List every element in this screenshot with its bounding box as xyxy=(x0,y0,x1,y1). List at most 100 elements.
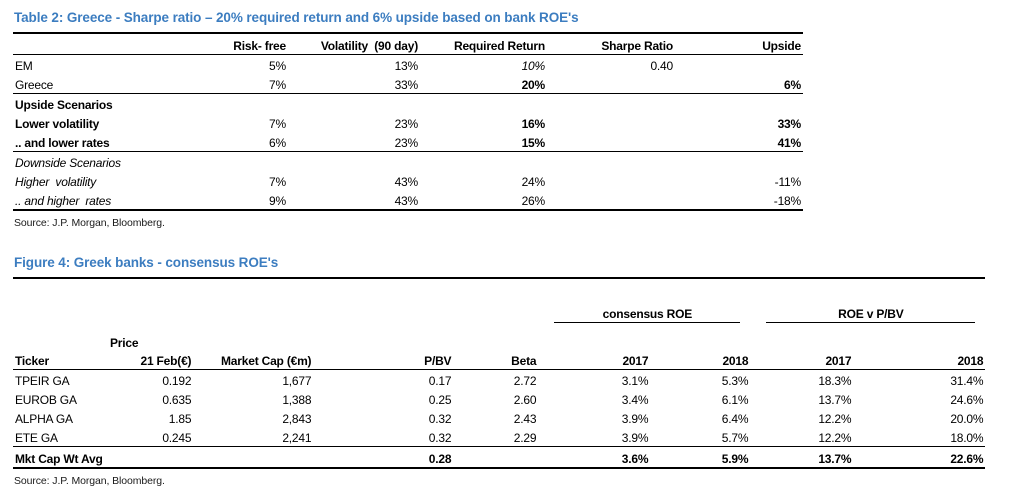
header-cell-risk-free: Risk- free xyxy=(163,32,288,55)
row-label: EM xyxy=(15,59,33,73)
table-cell: 23% xyxy=(288,132,420,152)
table-cell: 2.60 xyxy=(513,393,537,407)
table-row-downside-scenarios: Downside Scenarios xyxy=(13,152,803,172)
header-cell-empty xyxy=(453,277,539,351)
header-cell-beta: Beta xyxy=(453,351,539,370)
table-cell: 6.4% xyxy=(721,412,749,426)
table-cell xyxy=(547,132,675,152)
table-cell: 7% xyxy=(163,74,288,94)
table-cell: 13.7% xyxy=(750,446,854,469)
table-row-lower-volatility: Lower volatility 7% 23% 16% 33% xyxy=(13,113,803,132)
table-cell: 2.43 xyxy=(513,412,537,426)
section-label: Upside Scenarios xyxy=(15,98,113,112)
header-cell-consensus-2018: 2018 xyxy=(650,351,751,370)
table-cell xyxy=(547,190,675,211)
table-cell: 0.40 xyxy=(650,59,673,73)
table-cell: 5.7% xyxy=(650,427,751,447)
ticker-label: TPEIR GA xyxy=(15,374,70,388)
ticker-label: EUROB GA xyxy=(15,393,77,407)
table-row-mkt-cap-wt-avg: Mkt Cap Wt Avg 0.28 3.6% 5.9% 13.7% 22.6… xyxy=(13,446,986,469)
table-cell: 15% xyxy=(420,132,547,152)
table-cell: 3.9% xyxy=(621,412,649,426)
table-cell xyxy=(547,152,675,172)
table-cell xyxy=(108,446,194,469)
table-cell: 1,388 xyxy=(282,393,312,407)
row-label: Lower volatility xyxy=(15,117,100,131)
table-cell: 0.192 xyxy=(162,374,192,388)
row-label: Mkt Cap Wt Avg xyxy=(13,446,108,469)
table-cell xyxy=(163,94,288,114)
table2-source-note: Source: J.P. Morgan, Bloomberg. xyxy=(14,217,165,229)
figure4-title: Figure 4: Greek banks - consensus ROE's xyxy=(14,255,279,270)
table-cell: 1.85 xyxy=(168,412,192,426)
table-cell: 43% xyxy=(394,175,419,189)
table-cell: 3.1% xyxy=(621,374,649,388)
table-cell: 2.72 xyxy=(513,374,537,388)
table-cell: 0.32 xyxy=(428,412,452,426)
table-row-ete: ETE GA 0.245 2,241 0.32 2.29 3.9% 5.7% 1… xyxy=(13,427,986,447)
header-group-consensus-roe: consensus ROE xyxy=(538,277,751,351)
table-cell: 0.25 xyxy=(428,393,452,407)
table-row-higher-rates: .. and higher rates 9% 43% 26% -18% xyxy=(13,190,803,211)
table-cell: 24.6% xyxy=(950,393,984,407)
table-cell: -18% xyxy=(675,190,803,211)
table-cell: 33% xyxy=(777,117,802,131)
table-cell xyxy=(420,152,547,172)
table-cell: 24% xyxy=(521,175,546,189)
figure4-header-bottom-row: Ticker 21 Feb(€) Market Cap (€m) P/BV Be… xyxy=(13,351,986,370)
row-label: .. and lower rates xyxy=(13,132,163,152)
table-cell: 43% xyxy=(288,190,420,211)
table-cell xyxy=(675,152,803,172)
group-label: ROE v P/BV xyxy=(766,307,976,323)
header-cell-sharpe-ratio: Sharpe Ratio xyxy=(547,32,675,55)
header-cell-empty xyxy=(13,32,163,55)
table-cell xyxy=(547,113,675,132)
header-cell-consensus-2017: 2017 xyxy=(538,351,651,370)
table-cell: 31.4% xyxy=(950,374,984,388)
table-row-alpha: ALPHA GA 1.85 2,843 0.32 2.43 3.9% 6.4% … xyxy=(13,408,985,427)
table-cell: 5% xyxy=(269,59,286,73)
table-cell: 3.6% xyxy=(538,446,651,469)
table-cell: 33% xyxy=(288,74,420,94)
figure4-source-note: Source: J.P. Morgan, Bloomberg. xyxy=(14,475,165,487)
table-cell: 16% xyxy=(521,117,546,131)
table-cell xyxy=(288,152,420,172)
table-cell: -11% xyxy=(774,175,802,189)
table-cell: 23% xyxy=(394,117,419,131)
table-cell: 2,843 xyxy=(282,412,312,426)
table-cell: 0.17 xyxy=(428,374,452,388)
table-cell: 22.6% xyxy=(853,446,986,469)
table-cell xyxy=(288,94,420,114)
table-cell: 13% xyxy=(394,59,419,73)
group-label: consensus ROE xyxy=(554,307,741,323)
table-cell: 7% xyxy=(269,117,286,131)
header-cell-roepbv-2017: 2017 xyxy=(750,351,854,370)
table-cell: 0.635 xyxy=(162,393,192,407)
table-cell xyxy=(675,94,803,114)
table-row-higher-volatility: Higher volatility 7% 43% 24% -11% xyxy=(13,171,803,190)
table-row-greece: Greece 7% 33% 20% 6% xyxy=(13,74,803,94)
table-cell: 13.7% xyxy=(818,393,852,407)
header-cell-pbv: P/BV xyxy=(313,351,454,370)
table-cell xyxy=(547,94,675,114)
table-cell xyxy=(547,74,675,94)
ticker-label: ALPHA GA xyxy=(15,412,73,426)
table-cell: 5.9% xyxy=(650,446,751,469)
table-cell xyxy=(193,446,314,469)
header-cell-upside: Upside xyxy=(675,32,803,55)
header-cell-empty xyxy=(193,277,314,351)
table-cell: 0.28 xyxy=(313,446,454,469)
table-cell: 7% xyxy=(269,175,286,189)
greek-banks-table: Price consensus ROE ROE v P/BV Ticker 21… xyxy=(13,277,986,469)
table-row-upside-scenarios: Upside Scenarios xyxy=(13,94,803,114)
table-cell xyxy=(453,446,539,469)
table-cell: 9% xyxy=(163,190,288,211)
table-cell xyxy=(163,152,288,172)
table-cell: 6% xyxy=(163,132,288,152)
table-cell: 1,677 xyxy=(282,374,312,388)
table-cell: 3.4% xyxy=(621,393,649,407)
table-cell: 20.0% xyxy=(950,412,984,426)
table-cell xyxy=(420,94,547,114)
table-cell: 6% xyxy=(675,74,803,94)
